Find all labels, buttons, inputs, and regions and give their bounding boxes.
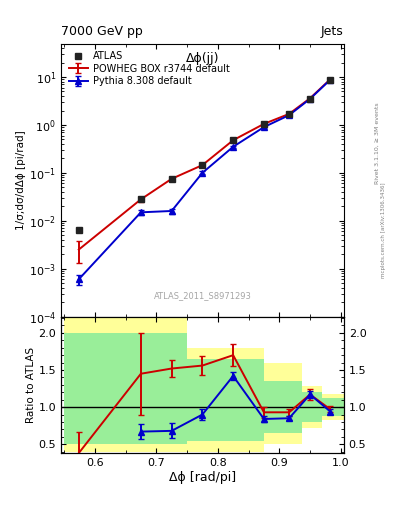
ATLAS — [200, 162, 205, 168]
Y-axis label: 1/σ;dσ/dΔϕ [pi/rad]: 1/σ;dσ/dΔϕ [pi/rad] — [16, 130, 26, 230]
Text: Rivet 3.1.10, ≥ 3M events: Rivet 3.1.10, ≥ 3M events — [375, 102, 380, 184]
ATLAS — [76, 227, 81, 233]
Text: ATLAS_2011_S8971293: ATLAS_2011_S8971293 — [153, 291, 252, 300]
Text: Jets: Jets — [321, 26, 344, 38]
ATLAS — [169, 176, 174, 182]
Text: Δϕ(jj): Δϕ(jj) — [185, 52, 219, 65]
Line: ATLAS: ATLAS — [75, 77, 334, 233]
ATLAS — [231, 137, 235, 143]
ATLAS — [287, 111, 292, 117]
ATLAS — [308, 96, 312, 102]
Legend: ATLAS, POWHEG BOX r3744 default, Pythia 8.308 default: ATLAS, POWHEG BOX r3744 default, Pythia … — [66, 48, 233, 89]
ATLAS — [138, 196, 143, 202]
Y-axis label: Ratio to ATLAS: Ratio to ATLAS — [26, 347, 35, 423]
ATLAS — [328, 77, 333, 83]
ATLAS — [262, 121, 266, 127]
Text: mcplots.cern.ch [arXiv:1306.3436]: mcplots.cern.ch [arXiv:1306.3436] — [381, 183, 386, 278]
Text: 7000 GeV pp: 7000 GeV pp — [61, 26, 143, 38]
X-axis label: Δϕ [rad/pi]: Δϕ [rad/pi] — [169, 471, 236, 484]
